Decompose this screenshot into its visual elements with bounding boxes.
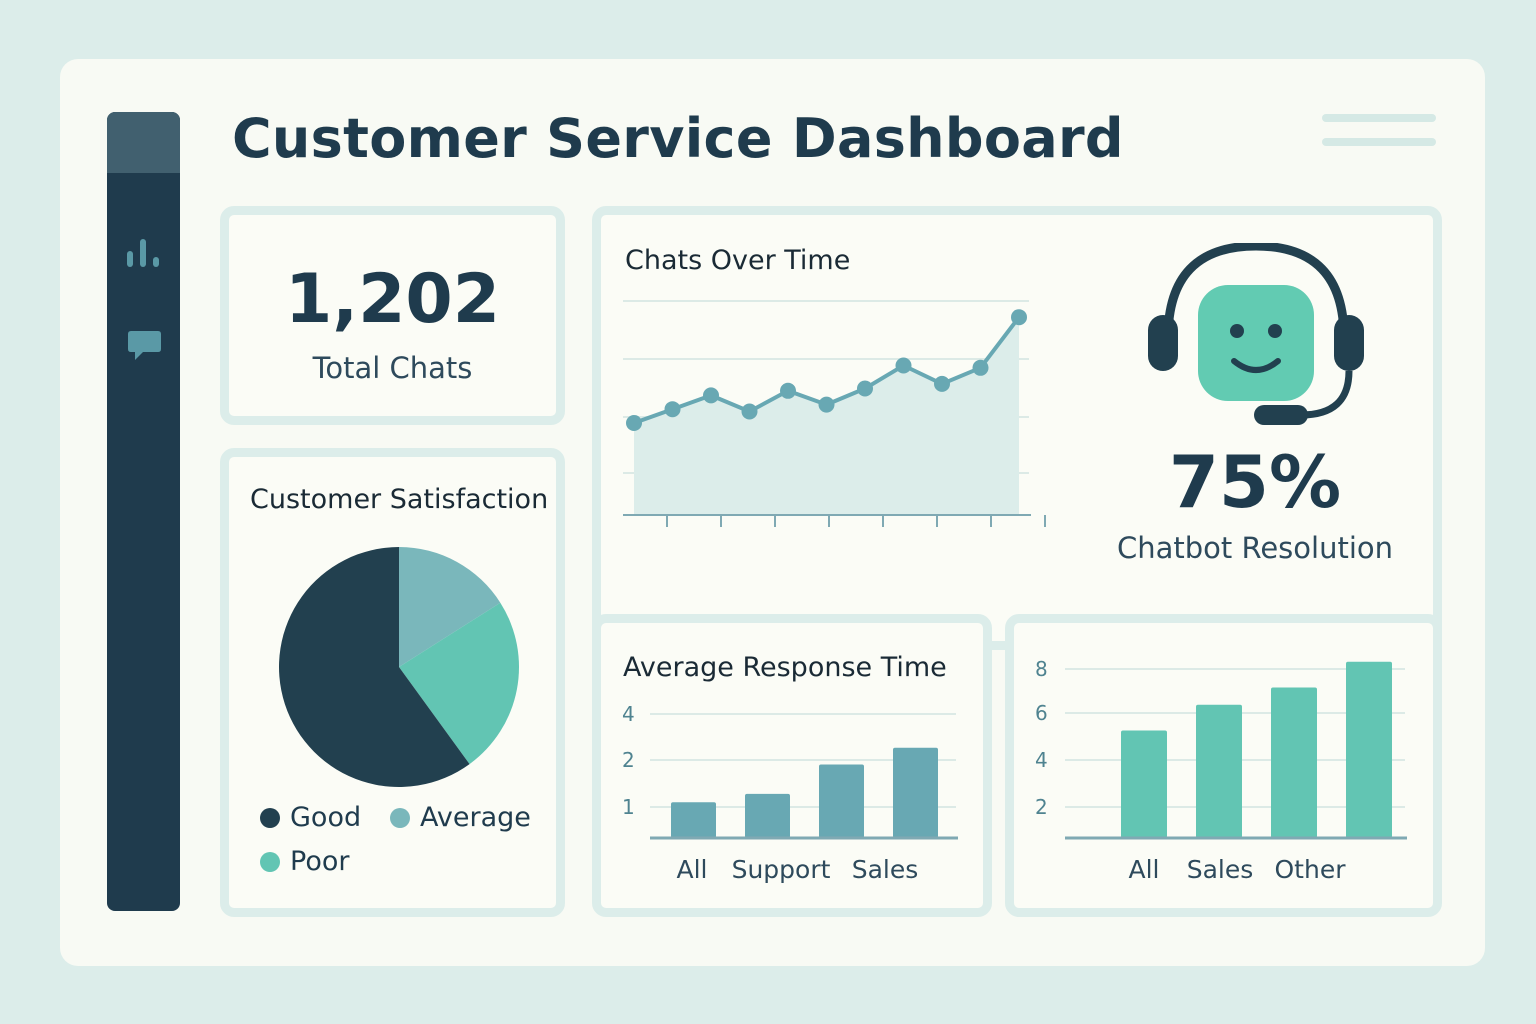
- data-point: [1011, 309, 1027, 326]
- average-response-time-title: Average Response Time: [623, 652, 947, 683]
- page-title: Customer Service Dashboard: [232, 107, 1124, 170]
- dashboard-window: Customer Service Dashboard 1,202 Total C…: [60, 59, 1485, 966]
- data-point: [934, 375, 950, 392]
- department-bar-chart: 2 4 6 8 All Sales Other: [1035, 657, 1407, 884]
- data-point: [664, 401, 681, 418]
- response-time-bar-chart: 1 2 4 All Support Sales: [622, 702, 958, 884]
- legend-good: Good: [260, 802, 361, 833]
- legend-average-swatch: [390, 807, 410, 828]
- chats-over-time-title: Chats Over Time: [625, 245, 851, 276]
- chat-bubble-icon[interactable]: [125, 327, 163, 365]
- total-chats-label: Total Chats: [312, 351, 473, 385]
- pie-chart: [279, 547, 519, 787]
- x-tick-label: All: [677, 855, 708, 884]
- x-tick-label: Support: [732, 855, 831, 884]
- data-point: [895, 357, 912, 374]
- bar: [745, 793, 790, 838]
- legend-good-label: Good: [290, 802, 362, 833]
- area-fill: [634, 317, 1019, 515]
- bar: [1271, 687, 1317, 838]
- chatbot-resolution-label: Chatbot Resolution: [1116, 531, 1394, 565]
- data-point: [857, 380, 873, 397]
- customer-satisfaction-title: Customer Satisfaction: [250, 484, 549, 515]
- legend-average-label: Average: [420, 802, 531, 833]
- y-tick-label: 2: [1035, 795, 1048, 819]
- customer-satisfaction-card: Customer Satisfaction Good Average Poor: [220, 448, 565, 917]
- data-point: [780, 382, 796, 399]
- total-chats-value: 1,202: [284, 260, 501, 339]
- y-tick-label: 6: [1035, 701, 1048, 725]
- legend-average: Average: [390, 802, 531, 833]
- legend-good-swatch: [260, 807, 280, 828]
- x-tick-label: All: [1129, 855, 1160, 884]
- sidebar: [107, 112, 180, 911]
- bar: [671, 802, 716, 838]
- department-bar-chart-card: 2 4 6 8 All Sales Other: [1005, 614, 1442, 917]
- sidebar-header: [107, 112, 180, 173]
- bar: [819, 764, 864, 838]
- pie-slice-average: [399, 547, 501, 667]
- menu-icon[interactable]: [1322, 114, 1436, 150]
- line-chart: [623, 300, 1046, 527]
- y-tick-label: 2: [622, 748, 635, 772]
- data-point: [626, 415, 642, 431]
- bar-chart-icon[interactable]: [125, 233, 163, 271]
- data-point: [703, 387, 719, 404]
- headset-bot-icon: [1148, 243, 1364, 425]
- y-tick-label: 4: [622, 702, 635, 726]
- chatbot-card: 75% Chatbot Resolution: [1077, 215, 1433, 582]
- legend-poor-label: Poor: [290, 846, 350, 877]
- pie-slice-poor: [399, 602, 519, 765]
- data-point: [818, 396, 835, 413]
- pie-slice-good: [279, 547, 470, 787]
- bar: [1346, 661, 1392, 838]
- bar: [893, 747, 938, 838]
- y-tick-label: 4: [1035, 748, 1048, 772]
- y-tick-label: 8: [1035, 657, 1048, 681]
- legend-poor: Poor: [260, 846, 349, 877]
- average-response-time-card: Average Response Time 1 2 4 All Support Sales: [592, 614, 992, 917]
- data-point: [972, 359, 989, 376]
- x-tick-label: Sales: [852, 855, 919, 884]
- bar: [1196, 704, 1242, 838]
- data-point: [741, 403, 758, 420]
- x-tick-label: Other: [1275, 855, 1347, 884]
- chatbot-resolution-value: 75%: [1168, 440, 1342, 524]
- total-chats-card: 1,202 Total Chats: [220, 206, 565, 425]
- x-tick-label: Sales: [1187, 855, 1254, 884]
- y-tick-label: 1: [622, 795, 635, 819]
- bar: [1121, 730, 1167, 838]
- legend-poor-swatch: [260, 851, 280, 872]
